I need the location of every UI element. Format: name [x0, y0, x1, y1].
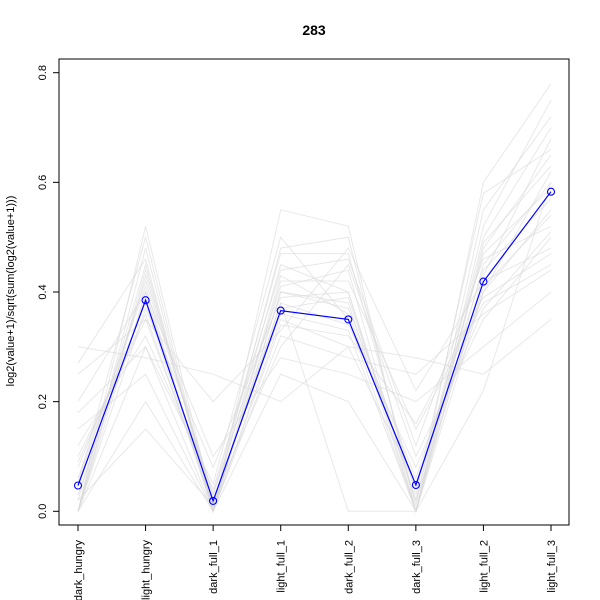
background-series-line [77, 225, 552, 491]
highlight-series-group [73, 187, 556, 505]
background-series-line [77, 198, 552, 513]
x-tick-label: dark_full_3 [411, 540, 423, 594]
background-series-line [77, 182, 552, 513]
highlight-point [546, 187, 556, 196]
y-tick-label: 0.6 [37, 175, 49, 190]
chart-title: 283 [302, 22, 326, 38]
x-tick-label: light_hungry [141, 540, 153, 600]
x-tick-label: dark_full_1 [208, 540, 220, 594]
highlight-point [344, 315, 353, 324]
background-series-line [77, 290, 552, 458]
background-series-line [77, 99, 552, 512]
x-tick-label: light_full_1 [276, 540, 288, 593]
highlight-point [209, 496, 218, 505]
highlight-point [276, 306, 285, 315]
background-series-line [77, 149, 552, 497]
x-axis: dark_hungry light_hungry dark_full_1 light_… [73, 525, 558, 600]
x-tick-label: light_full_3 [546, 540, 558, 593]
highlight-point [479, 277, 488, 286]
background-series-line [77, 253, 552, 513]
background-series-line [77, 165, 552, 514]
x-tick-label: dark_hungry [73, 540, 85, 600]
background-series-line [77, 187, 552, 514]
y-tick-label: 0.8 [37, 65, 49, 80]
background-series-line [77, 171, 552, 513]
y-axis-label: log2(value+1)/sqrt(sum(log2(value+1))) [5, 196, 17, 387]
background-series-line [77, 83, 552, 507]
background-series-line [77, 214, 552, 502]
background-series-line [77, 319, 552, 403]
background-series-line [77, 257, 552, 513]
y-tick-label: 0.2 [37, 394, 49, 409]
background-series-line [77, 231, 552, 508]
background-series-line [77, 236, 552, 502]
highlight-point [73, 481, 83, 490]
x-tick-label: dark_full_2 [343, 540, 355, 594]
y-tick-label: 0.0 [37, 504, 49, 519]
x-tick-label: light_full_2 [478, 540, 490, 593]
background-series-group [77, 83, 552, 514]
highlight-series-line [77, 191, 552, 503]
background-series-line [77, 116, 552, 512]
y-tick-label: 0.4 [37, 284, 49, 299]
y-axis: 0.0 0.2 0.4 0.6 0.8 [37, 65, 59, 519]
highlight-point [141, 296, 150, 305]
highlight-point [411, 480, 420, 490]
